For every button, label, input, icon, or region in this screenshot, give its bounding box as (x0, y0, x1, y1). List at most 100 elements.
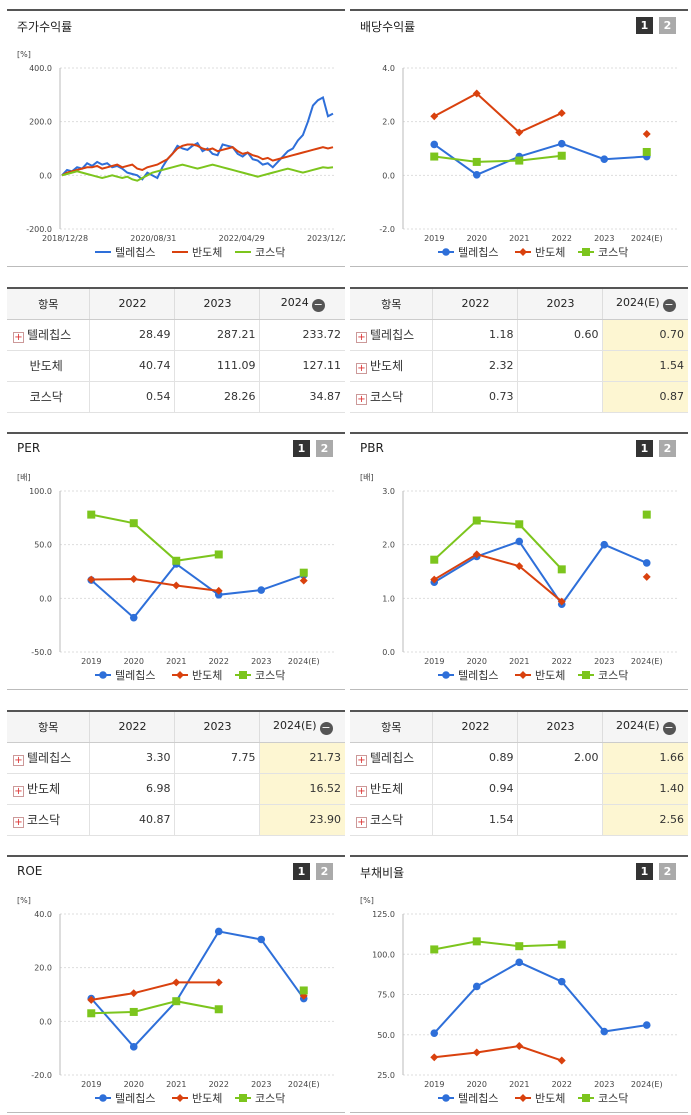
expand-icon[interactable]: + (13, 817, 24, 828)
point-semi (642, 130, 651, 138)
point-semi (129, 575, 138, 583)
expand-icon[interactable]: + (356, 332, 367, 343)
page-1-button[interactable]: 1 (636, 863, 653, 880)
series-line-telechips (90, 562, 305, 620)
panel-title: 주가수익률 (17, 20, 73, 34)
page-2-button[interactable]: 2 (316, 440, 333, 457)
series-line-semi (434, 1044, 563, 1062)
y-tick-label: -200.0 (26, 225, 52, 234)
page-2-button[interactable]: 2 (659, 440, 676, 457)
point-semi (557, 1056, 566, 1065)
point-semi (172, 978, 181, 987)
table-row: + 텔레칩스 1.18 0.60 0.70 (350, 319, 688, 351)
collapse-icon[interactable]: − (662, 297, 676, 312)
page-1-button[interactable]: 1 (636, 17, 653, 34)
y-tick-label: 40.0 (34, 910, 52, 919)
table-cell: 1.54 (432, 804, 519, 836)
table-cell: 2.56 (602, 804, 688, 836)
column-header-year: 2024− (259, 288, 345, 320)
expand-icon[interactable]: + (13, 786, 24, 797)
point-kosdaq (239, 671, 247, 679)
table-cell (174, 773, 261, 805)
dividend-yield-panel: 배당수익률 1 2 4.0 2.0 0.0 -2.0 2019 2020 2021 2022 2… (350, 9, 688, 267)
page-2-button[interactable]: 2 (659, 863, 676, 880)
point-kosdaq (430, 152, 439, 161)
series-line-telechips (433, 961, 647, 1034)
table-cell: 233.72 (259, 319, 345, 351)
y-tick-label: 50.0 (34, 541, 52, 550)
point-kosdaq (87, 510, 96, 519)
dividend-yield-chart: 4.0 2.0 0.0 -2.0 2019 2020 2021 2022 2023 2024(E)… (379, 64, 678, 259)
x-tick-label: 2023 (594, 1080, 614, 1089)
y-tick-label: 25.0 (377, 1071, 395, 1080)
expand-icon[interactable]: + (356, 755, 367, 766)
y-tick-label: 0.0 (382, 171, 395, 180)
y-tick-label: 200.0 (29, 118, 52, 127)
legend-label-semi: 반도체 (192, 246, 222, 259)
page-1-button[interactable]: 1 (293, 440, 310, 457)
y-tick-label: 0.0 (39, 171, 52, 180)
table-cell: 0.87 (602, 381, 688, 413)
x-tick-label: 2023 (251, 1080, 271, 1089)
collapse-icon[interactable]: − (311, 297, 325, 312)
series-line-semi (433, 553, 563, 603)
row-name: + 반도체 (350, 773, 434, 805)
column-header-year: 2022 (89, 288, 176, 320)
point-telechips (600, 155, 609, 164)
point-kosdaq (582, 1094, 590, 1102)
x-tick-label: 2024(E) (631, 1080, 663, 1089)
table-cell: 0.73 (432, 381, 519, 413)
point-telechips (557, 977, 566, 986)
column-header-year: 2023 (517, 288, 604, 320)
row-name: + 반도체 (7, 773, 91, 805)
page-2-button[interactable]: 2 (659, 17, 676, 34)
table-cell: 40.87 (89, 804, 176, 836)
expand-icon[interactable]: + (356, 817, 367, 828)
column-header-year: 2024(E) − (602, 711, 688, 743)
collapse-icon[interactable]: − (662, 720, 676, 735)
table-cell: 0.70 (602, 319, 688, 351)
point-kosdaq (214, 1005, 223, 1014)
x-tick-label: 2022 (209, 657, 229, 666)
page-1-button[interactable]: 1 (636, 440, 653, 457)
collapse-icon[interactable]: − (319, 720, 333, 735)
x-tick-label: 2020 (124, 657, 144, 666)
y-tick-label: 2.0 (382, 541, 395, 550)
point-kosdaq (430, 945, 439, 954)
point-semi (519, 1094, 527, 1102)
expand-icon[interactable]: + (13, 332, 24, 343)
table-cell: 1.18 (432, 319, 519, 351)
table-row: 코스닥 0.54 28.26 34.87 (7, 381, 345, 413)
column-header-item: 항목 (350, 711, 434, 743)
legend-label-telechips: 텔레칩스 (115, 246, 155, 259)
page-2-button[interactable]: 2 (316, 863, 333, 880)
series-line-kosdaq (91, 1000, 219, 1015)
row-name: + 텔레칩스 (350, 319, 434, 351)
expand-icon[interactable]: + (356, 394, 367, 405)
legend-label-semi: 반도체 (535, 1092, 565, 1105)
expand-icon[interactable]: + (13, 755, 24, 766)
point-telechips (430, 140, 439, 149)
row-name: + 텔레칩스 (7, 319, 91, 351)
pager: 1 2 (636, 863, 676, 880)
stock-return-table: 항목 2022 2023 2024− + 텔레칩스 28.49 287.21 233.72 반도체… (7, 287, 345, 413)
column-header-year: 2023 (174, 711, 261, 743)
expand-icon[interactable]: + (356, 786, 367, 797)
y-tick-label: 125.0 (372, 910, 395, 919)
table-cell: 1.40 (602, 773, 688, 805)
page-1-button[interactable]: 1 (293, 863, 310, 880)
column-header-year: 2023 (517, 711, 604, 743)
table-cell: 0.60 (517, 319, 604, 351)
x-tick-label: 2020 (467, 1080, 487, 1089)
row-name: + 코스닥 (7, 804, 91, 836)
point-telechips (442, 671, 450, 679)
table-cell: 40.74 (89, 350, 176, 382)
point-kosdaq (472, 937, 481, 946)
y-tick-label: 2.0 (382, 118, 395, 127)
x-tick-label: 2019 (424, 1080, 444, 1089)
unit-label: [%] (17, 896, 31, 905)
expand-icon[interactable]: + (356, 363, 367, 374)
point-kosdaq (582, 248, 590, 256)
unit-label: [%] (17, 50, 31, 59)
